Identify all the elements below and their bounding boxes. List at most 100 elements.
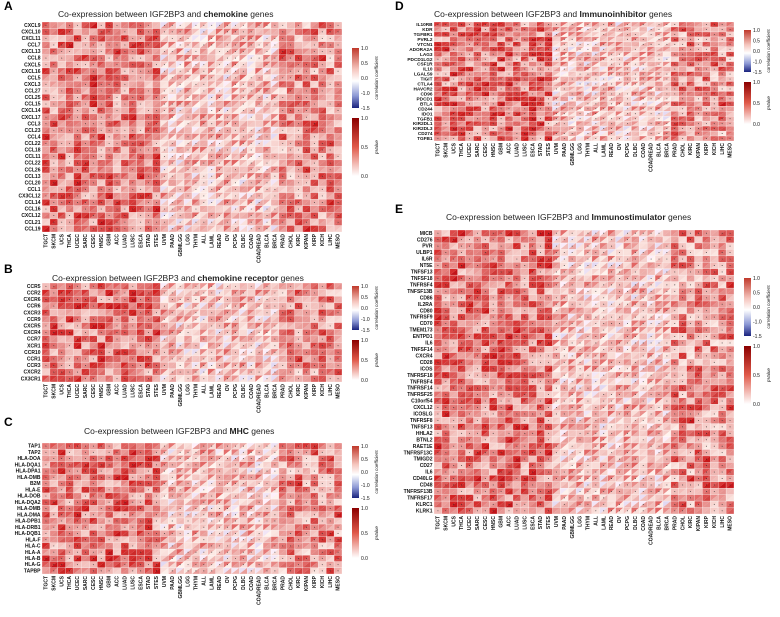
heatmap-cell-pvalue xyxy=(97,218,106,226)
heatmap-cell-corr xyxy=(184,54,192,62)
significance-marker xyxy=(92,358,94,360)
heatmap-cell-pvalue xyxy=(199,153,208,160)
significance-marker xyxy=(227,116,228,118)
significance-marker xyxy=(298,57,300,59)
heatmap-cell-corr xyxy=(105,205,114,213)
heatmap-cell-pvalue xyxy=(192,172,200,180)
significance-marker xyxy=(92,110,94,112)
significance-marker xyxy=(329,345,331,347)
heatmap-cell-pvalue xyxy=(326,113,335,121)
heatmap-cell-corr xyxy=(105,159,114,167)
heatmap-cell-pvalue xyxy=(97,199,106,206)
heatmap-cell-pvalue xyxy=(97,186,106,193)
significance-marker xyxy=(77,445,78,447)
heatmap-cell-pvalue xyxy=(65,94,74,101)
significance-marker xyxy=(84,64,86,66)
heatmap-cell-pvalue xyxy=(270,218,279,226)
column-label: THYM xyxy=(194,384,200,398)
significance-marker xyxy=(53,215,55,217)
heatmap-cell-corr xyxy=(270,87,279,95)
significance-marker xyxy=(179,24,181,26)
significance-marker xyxy=(306,97,307,98)
heatmap-cell-pvalue xyxy=(286,74,295,82)
heatmap-cell-corr xyxy=(255,205,264,213)
significance-marker xyxy=(266,103,268,105)
column-label: PCPG xyxy=(233,234,239,248)
heatmap-cell-corr xyxy=(207,22,216,29)
heatmap-cell-corr xyxy=(192,146,200,154)
heatmap-cell-pvalue xyxy=(231,113,240,121)
heatmap-cell-pvalue xyxy=(49,35,58,42)
significance-marker xyxy=(227,156,228,157)
heatmap-cell-pvalue xyxy=(168,146,177,154)
significance-marker xyxy=(171,202,173,203)
heatmap-cell-pvalue xyxy=(270,199,279,206)
heatmap-cell-corr xyxy=(255,61,264,68)
significance-marker xyxy=(53,64,55,66)
significance-marker xyxy=(298,77,300,79)
heatmap-cell-pvalue xyxy=(128,172,137,180)
heatmap-cell-pvalue xyxy=(42,172,50,180)
heatmap-cell-pvalue xyxy=(318,100,327,108)
heatmap-cell-pvalue xyxy=(310,120,319,127)
significance-marker xyxy=(100,208,102,210)
heatmap-cell-pvalue xyxy=(81,172,90,180)
heatmap-cell-pvalue xyxy=(270,94,279,101)
heatmap-cell-corr xyxy=(89,179,98,187)
heatmap-cell-pvalue xyxy=(136,74,145,82)
heatmap-cell-corr xyxy=(120,192,129,200)
significance-marker xyxy=(148,299,150,300)
significance-marker xyxy=(313,64,315,66)
significance-marker xyxy=(219,345,221,347)
significance-marker xyxy=(53,221,55,223)
heatmap-cell-corr xyxy=(255,159,264,167)
heatmap-cell-pvalue xyxy=(128,218,137,226)
significance-marker xyxy=(163,156,165,157)
significance-marker xyxy=(203,31,205,33)
heatmap-cell-corr xyxy=(270,28,279,36)
heatmap-cell-pvalue xyxy=(105,199,114,206)
significance-marker xyxy=(266,64,268,66)
significance-marker xyxy=(100,24,102,26)
row-label: CXCR3 xyxy=(24,310,41,316)
row-label: CCL13 xyxy=(25,174,41,180)
row-label: CCL25 xyxy=(25,95,41,101)
significance-marker xyxy=(337,44,339,46)
significance-marker xyxy=(313,136,315,138)
significance-marker xyxy=(242,70,244,72)
row-label: CXCL14 xyxy=(21,108,40,114)
heatmap-cell-pvalue xyxy=(120,107,129,114)
heatmap-cell-corr xyxy=(81,48,90,55)
heatmap-cell-pvalue xyxy=(270,172,279,180)
significance-marker xyxy=(124,332,126,333)
significance-marker xyxy=(234,129,236,131)
heatmap-cell-pvalue xyxy=(105,67,114,75)
significance-marker xyxy=(195,83,197,85)
pvalue-tick: 0.0 xyxy=(361,174,368,180)
heatmap-cell-pvalue xyxy=(326,94,335,101)
significance-marker xyxy=(211,175,213,177)
significance-marker xyxy=(266,228,268,230)
column-label: CESC xyxy=(91,234,97,248)
heatmap-cell-pvalue xyxy=(255,159,264,167)
heatmap-cell-pvalue xyxy=(42,199,50,206)
significance-marker xyxy=(171,116,173,118)
significance-marker xyxy=(227,285,228,287)
heatmap-cell-pvalue xyxy=(263,81,271,88)
significance-marker xyxy=(274,351,276,353)
significance-marker xyxy=(77,129,78,131)
significance-marker xyxy=(163,64,165,66)
heatmap-cell-corr xyxy=(136,81,145,88)
heatmap-cell-corr xyxy=(184,107,192,114)
heatmap-cell-pvalue xyxy=(136,94,145,101)
significance-marker xyxy=(124,37,126,39)
row-label: CCR6 xyxy=(27,304,41,310)
significance-marker xyxy=(124,44,126,46)
heatmap-cell-corr xyxy=(73,120,82,127)
heatmap-cell-pvalue xyxy=(231,172,240,180)
heatmap-cell-pvalue xyxy=(57,28,66,36)
significance-marker xyxy=(156,31,157,33)
significance-marker xyxy=(108,83,110,85)
heatmap-cell-pvalue xyxy=(334,41,342,49)
significance-marker xyxy=(250,57,252,59)
